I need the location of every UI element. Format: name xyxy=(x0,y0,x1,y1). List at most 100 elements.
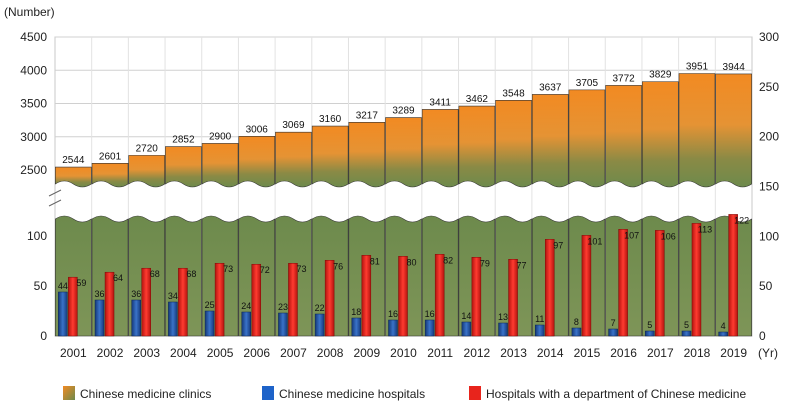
hospital-bar xyxy=(58,291,68,337)
dept-bar xyxy=(581,235,592,337)
dept-value-label: 113 xyxy=(698,224,712,234)
y-right-tick-label: 300 xyxy=(759,30,779,44)
clinic-value-label: 3069 xyxy=(282,120,305,131)
dept-value-label: 76 xyxy=(333,261,343,271)
hospital-bar xyxy=(424,319,435,337)
clinic-bar-upper xyxy=(348,122,386,188)
x-tick-label: 2012 xyxy=(464,346,491,360)
dept-value-label: 59 xyxy=(76,278,86,288)
dept-bar xyxy=(434,254,445,337)
axis-break-line xyxy=(48,199,62,207)
x-tick-label: 2013 xyxy=(500,346,527,360)
hospital-value-label: 18 xyxy=(351,307,361,317)
dept-bar xyxy=(618,229,628,337)
y-left-tick-label: 0 xyxy=(40,329,47,343)
legend-item: Chinese medicine clinics xyxy=(63,386,211,401)
dept-bar xyxy=(544,239,555,337)
hospital-bar xyxy=(571,327,582,337)
legend-item: Hospitals with a department of Chinese m… xyxy=(469,386,746,401)
hospital-bar xyxy=(608,328,618,337)
clinic-bar-upper xyxy=(55,166,92,188)
dept-bar xyxy=(178,267,188,337)
clinic-value-label: 2852 xyxy=(172,135,195,146)
clinic-value-label: 3411 xyxy=(429,97,451,108)
y-left-unit-label: (Number) xyxy=(4,5,55,19)
clinic-value-label: 3217 xyxy=(356,110,379,121)
hospital-value-label: 7 xyxy=(611,318,616,328)
hospital-bar xyxy=(681,330,692,337)
dept-value-label: 73 xyxy=(223,264,233,274)
dept-bar xyxy=(104,271,115,337)
hospital-value-label: 23 xyxy=(278,302,288,312)
dept-value-label: 68 xyxy=(186,269,196,279)
clinic-bar-upper xyxy=(605,85,642,188)
x-tick-label: 2001 xyxy=(60,346,87,360)
clinic-value-label: 3548 xyxy=(502,88,525,99)
clinic-bar-upper xyxy=(495,100,532,188)
axis-break-mark xyxy=(48,189,62,207)
hospital-bar xyxy=(168,301,178,337)
legend-swatch xyxy=(469,386,481,400)
hospital-bar xyxy=(645,330,655,337)
x-tick-label: 2003 xyxy=(133,346,160,360)
clinic-bar-upper xyxy=(275,131,312,188)
hospital-bar xyxy=(241,311,252,337)
hospital-value-label: 36 xyxy=(131,289,141,299)
hospital-bar xyxy=(278,312,288,337)
hospital-value-label: 5 xyxy=(647,320,652,330)
clinic-value-label: 3006 xyxy=(246,124,269,135)
clinic-value-label: 3289 xyxy=(392,106,415,117)
clinic-bar-upper xyxy=(311,125,349,188)
y-right-tick-label: 0 xyxy=(759,329,766,343)
dept-bar xyxy=(324,260,335,337)
dept-bar xyxy=(214,262,225,337)
hospital-value-label: 36 xyxy=(95,289,105,299)
x-tick-label: 2007 xyxy=(280,346,307,360)
hospital-bar xyxy=(718,331,728,337)
axes: 2001 2002 2003 2004 2005 2006 2007 2008 2009 2010… xyxy=(4,5,779,360)
hospital-value-label: 13 xyxy=(498,312,508,322)
clinic-value-label: 3951 xyxy=(686,62,709,73)
dept-bar xyxy=(398,256,408,337)
y-left-tick-label: 3000 xyxy=(20,130,47,144)
clinic-bar-upper xyxy=(238,136,276,188)
clinic-value-label: 2544 xyxy=(62,155,85,166)
y-right-tick-label: 100 xyxy=(759,229,779,243)
x-tick-label: 2009 xyxy=(353,346,380,360)
x-unit-label: (Yr) xyxy=(758,346,778,360)
clinic-bar-upper xyxy=(201,143,239,188)
y-right-tick-label: 50 xyxy=(759,279,773,293)
clinic-bar-upper xyxy=(91,162,129,188)
clinic-bar-upper xyxy=(165,146,202,188)
y-right-tick-label: 150 xyxy=(759,180,779,194)
hospital-value-label: 8 xyxy=(574,317,579,327)
clinic-bar-upper xyxy=(641,81,679,188)
hospital-bar xyxy=(314,313,325,337)
legend-label: Chinese medicine hospitals xyxy=(279,387,425,401)
dept-bar xyxy=(251,263,262,337)
y-left-tick-label: 50 xyxy=(34,279,48,293)
x-tick-label: 2008 xyxy=(317,346,344,360)
hospital-value-label: 34 xyxy=(168,291,178,301)
grid xyxy=(54,36,753,337)
clinic-bar-upper xyxy=(458,105,496,188)
hospital-value-label: 22 xyxy=(315,303,325,313)
dept-value-label: 122 xyxy=(734,215,749,225)
x-tick-label: 2010 xyxy=(390,346,417,360)
dept-value-label: 97 xyxy=(553,240,563,250)
x-tick-label: 2018 xyxy=(684,346,711,360)
x-tick-label: 2016 xyxy=(610,346,637,360)
hospital-bar xyxy=(498,322,508,337)
y-right-tick-label: 250 xyxy=(759,80,779,94)
clinic-value-label: 3772 xyxy=(612,73,635,84)
clinic-value-label: 2601 xyxy=(99,151,122,162)
x-tick-label: 2014 xyxy=(537,346,564,360)
hospital-value-label: 24 xyxy=(241,301,251,311)
legend-item: Chinese medicine hospitals xyxy=(262,386,425,401)
legend: Chinese medicine clinics Chinese medicine… xyxy=(63,386,746,401)
dept-bar xyxy=(471,257,482,337)
dept-value-label: 101 xyxy=(587,236,602,246)
clinic-value-label: 3944 xyxy=(723,62,746,73)
dept-bar xyxy=(288,262,298,337)
